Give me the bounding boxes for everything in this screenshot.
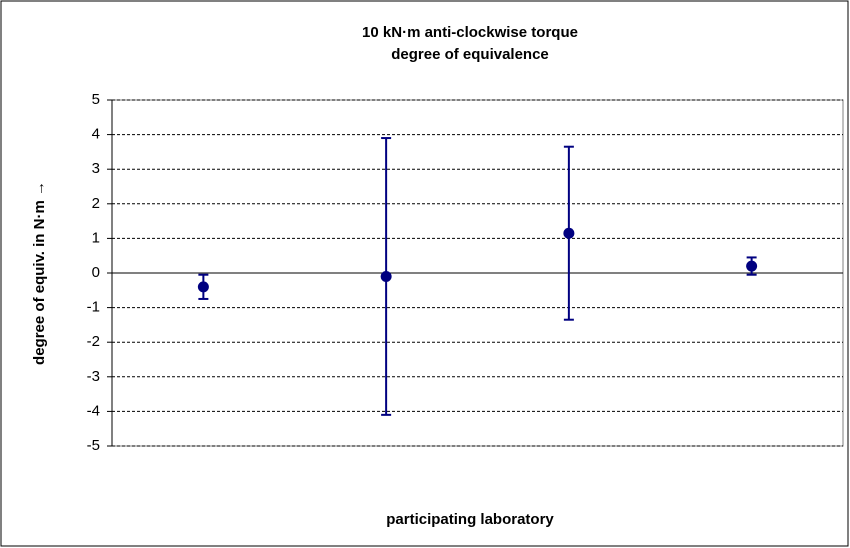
y-tick-label: 0 bbox=[92, 264, 100, 281]
y-axis-title: degree of equiv. in N·m → bbox=[31, 181, 48, 365]
point bbox=[380, 270, 392, 282]
x-axis-title: participating laboratory bbox=[386, 511, 554, 528]
y-tick-label: -4 bbox=[87, 402, 100, 419]
y-tick-label: 3 bbox=[92, 160, 100, 177]
y-tick-label: -5 bbox=[87, 437, 100, 454]
y-tick-label: -1 bbox=[87, 299, 100, 316]
y-tick-label: -3 bbox=[87, 368, 100, 385]
point bbox=[197, 281, 209, 293]
y-tick-label: -2 bbox=[87, 333, 100, 350]
chart-title: 10 kN·m anti-clockwise torque bbox=[362, 24, 578, 41]
point bbox=[563, 227, 575, 239]
y-tick-label: 5 bbox=[92, 91, 100, 108]
y-tick-label: 4 bbox=[92, 126, 100, 143]
y-tick-label: 2 bbox=[92, 195, 100, 212]
y-tick-label: 1 bbox=[92, 229, 100, 246]
chart-subtitle: degree of equivalence bbox=[391, 46, 549, 63]
point bbox=[746, 260, 758, 272]
